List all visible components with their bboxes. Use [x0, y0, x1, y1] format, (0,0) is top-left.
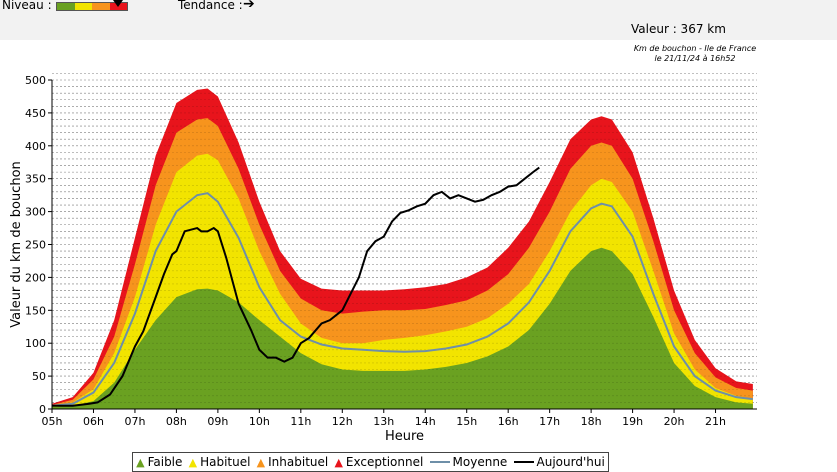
legend-item-faible: ▲ Faible [136, 455, 182, 469]
x-tick-label: 21h [705, 415, 726, 428]
subtitle-line-1: Km de bouchon - Ile de France [633, 44, 757, 53]
legend-inhabituel-label: Inhabituel [268, 455, 329, 469]
niveau-label: Niveau : [2, 0, 52, 12]
y-tick-label: 200 [25, 271, 46, 284]
x-tick-label: 12h [332, 415, 353, 428]
x-tick-label: 13h [373, 415, 394, 428]
legend-habituel-icon: ▲ [188, 455, 198, 469]
legend-item-inhabituel: ▲ Inhabituel [257, 455, 329, 469]
niveau-segment-faible [57, 3, 75, 10]
x-tick-label: 20h [664, 415, 685, 428]
legend-faible-label: Faible [147, 455, 183, 469]
tendance-label: Tendance : [178, 0, 243, 12]
subtitle-line-2: le 21/11/24 à 16h52 [654, 54, 736, 63]
x-tick-label: 19h [622, 415, 643, 428]
niveau-marker-icon [113, 0, 123, 7]
chart-subtitle: Km de bouchon - Ile de France le 21/11/2… [600, 44, 790, 64]
top-bar: Niveau : Tendance : ➔ Valeur : 367 km [0, 0, 837, 40]
x-tick-label: 17h [539, 415, 560, 428]
y-tick-label: 450 [25, 107, 46, 120]
legend-faible-icon: ▲ [136, 455, 145, 469]
y-tick-label: 100 [25, 337, 46, 350]
x-axis-title: Heure [385, 429, 424, 444]
y-tick-label: 250 [25, 239, 46, 252]
niveau-segment-habituel [74, 3, 92, 10]
valeur-text: Valeur : 367 km [631, 22, 726, 36]
x-tick-label: 14h [415, 415, 436, 428]
series-moyenne-line [51, 192, 753, 407]
legend-item-aujourdhui: Aujourd'hui [513, 455, 605, 469]
x-tick-label: 09h [207, 415, 228, 428]
y-axis-title: Valeur du km de bouchon [9, 161, 24, 328]
chart-legend: ▲ Faible ▲ Habituel ▲ Inhabituel ▲ Excep… [132, 452, 609, 472]
traffic-chart: 0 50 100 150 200 250 300 350 400 450 500 05h 06h 07h 0… [9, 73, 757, 444]
legend-inhabituel-icon: ▲ [256, 455, 266, 469]
y-tick-label: 400 [25, 140, 46, 153]
x-tick-label: 11h [290, 415, 311, 428]
legend-moyenne-line-icon [429, 461, 450, 463]
legend-habituel-label: Habituel [200, 455, 251, 469]
y-tick-label: 500 [25, 74, 46, 87]
tendance-arrow-icon: ➔ [243, 0, 255, 12]
y-tick-label: 50 [32, 370, 46, 383]
legend-item-habituel: ▲ Habituel [189, 455, 251, 469]
y-tick-label: 0 [39, 403, 46, 416]
legend-moyenne-label: Moyenne [452, 455, 508, 469]
area-faible [52, 247, 753, 409]
y-tick-label: 150 [25, 304, 46, 317]
x-tick-label: 10h [249, 415, 270, 428]
x-tick-label: 18h [581, 415, 602, 428]
series-aujourdhui-line [52, 166, 540, 407]
legend-exceptionnel-label: Exceptionnel [345, 455, 424, 469]
y-tick-label: 350 [25, 173, 46, 186]
x-tick-label: 15h [456, 415, 477, 428]
legend-item-exceptionnel: ▲ Exceptionnel [334, 455, 423, 469]
x-tick-label: 05h [42, 415, 63, 428]
x-tick-label: 16h [498, 415, 519, 428]
x-tick-label: 07h [124, 415, 145, 428]
niveau-segment-inhabituel [92, 3, 110, 10]
x-tick-label: 08h [166, 415, 187, 428]
x-tick-label: 06h [83, 415, 104, 428]
legend-exceptionnel-icon: ▲ [334, 455, 343, 469]
legend-item-moyenne: Moyenne [429, 455, 508, 469]
y-tick-label: 300 [25, 206, 46, 219]
legend-aujourdhui-label: Aujourd'hui [536, 455, 605, 469]
legend-aujourdhui-line-icon [513, 461, 534, 463]
